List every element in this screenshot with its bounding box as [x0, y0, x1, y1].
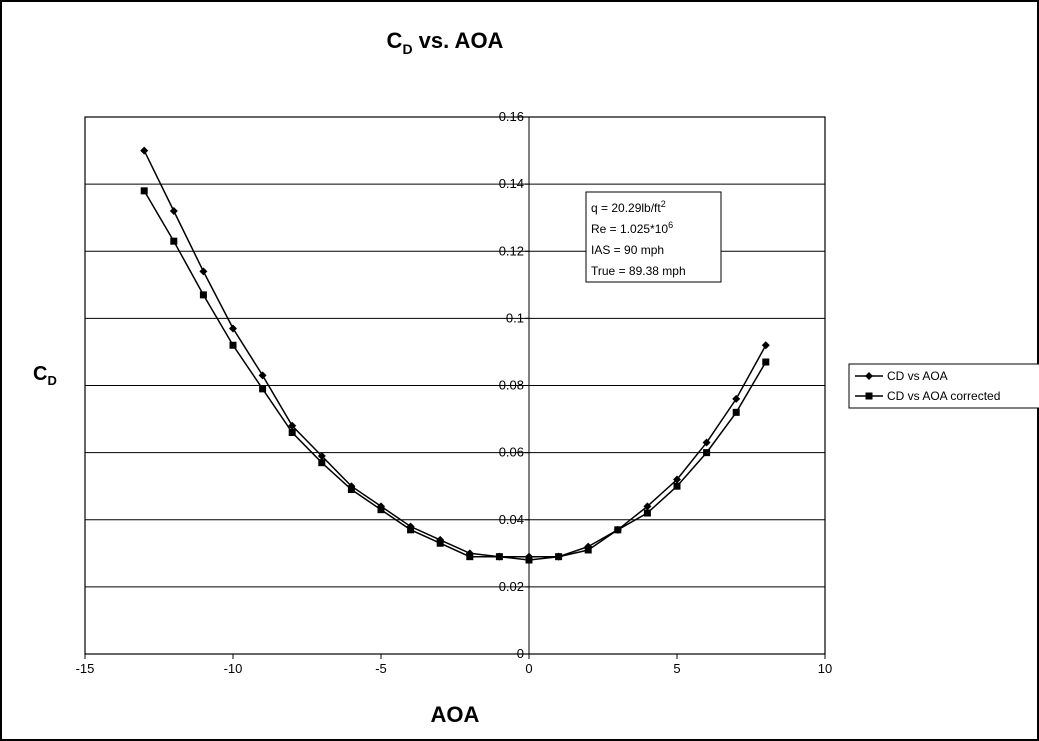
- data-point-square: [229, 341, 237, 349]
- data-point-diamond: [732, 394, 741, 403]
- info-line-ias-text: IAS = 90 mph: [591, 243, 664, 257]
- info-line-true: True = 89.38 mph: [591, 264, 686, 278]
- data-point-diamond: [140, 146, 149, 155]
- data-point-square: [555, 553, 563, 561]
- info-line-re-text: Re = 1.025*10: [591, 222, 668, 236]
- data-point-square: [140, 187, 148, 195]
- data-point-square: [377, 506, 385, 514]
- data-point-square: [495, 553, 503, 561]
- info-line-re: Re = 1.025*106: [591, 220, 673, 236]
- data-point-square: [584, 546, 592, 554]
- data-point-diamond: [258, 371, 267, 380]
- x-tick-label: -10: [224, 661, 243, 676]
- tick-labels: 0 0.02 0.04 0.06 0.08 0.1 0.12 0.14 0.16 -15 -10 -5…: [76, 109, 833, 676]
- y-tick-label: 0.04: [499, 512, 524, 527]
- x-tick-label: 10: [818, 661, 832, 676]
- data-point-square: [614, 526, 622, 534]
- y-tick-label: 0.06: [499, 445, 524, 460]
- y-tick-label: 0: [517, 646, 524, 661]
- info-line-q-text: q = 20.29lb/ft: [591, 201, 661, 215]
- data-point-diamond: [317, 451, 326, 460]
- data-point-square: [643, 509, 651, 517]
- data-point-diamond: [643, 502, 652, 511]
- legend-border: [848, 363, 1039, 409]
- legend-marker-square: [865, 392, 873, 400]
- data-point-square: [170, 237, 178, 245]
- chart-title-sub: D: [402, 41, 412, 57]
- legend-label-series-1: CD vs AOA: [887, 369, 948, 383]
- y-tick-label: 0.16: [499, 109, 524, 124]
- info-line-q: q = 20.29lb/ft2: [591, 199, 666, 215]
- chart-title-rest: vs. AOA: [413, 28, 504, 53]
- x-tick-label: -15: [76, 661, 95, 676]
- data-point-square: [673, 482, 681, 490]
- chart-title: CD vs. AOA: [387, 28, 504, 57]
- data-point-diamond: [702, 438, 711, 447]
- data-point-square: [732, 408, 740, 416]
- data-point-diamond: [229, 324, 237, 333]
- data-point-square: [318, 459, 326, 467]
- y-tick-label: 0.1: [506, 310, 524, 325]
- data-point-square: [288, 428, 296, 436]
- data-point-square: [347, 486, 355, 494]
- grid-lines: [85, 183, 825, 588]
- data-point-square: [407, 526, 415, 534]
- data-point-square: [703, 449, 711, 457]
- data-point-square: [259, 385, 267, 393]
- data-point-square: [525, 556, 533, 564]
- data-point-diamond: [169, 206, 178, 215]
- data-point-diamond: [288, 421, 297, 430]
- info-line-ias: IAS = 90 mph: [591, 243, 664, 257]
- x-tick-label: 0: [525, 661, 532, 676]
- data-point-diamond: [199, 267, 208, 276]
- series-line-2: [143, 190, 767, 561]
- data-point-square: [436, 539, 444, 547]
- series-layer: [140, 146, 770, 564]
- data-point-square: [762, 358, 770, 366]
- axes: [84, 116, 826, 659]
- series-line-1: [143, 150, 767, 558]
- y-tick-label: 0.08: [499, 378, 524, 393]
- y-tick-label: 0.14: [499, 176, 524, 191]
- y-tick-label: 0.02: [499, 579, 524, 594]
- legend: CD vs AOA CD vs AOA corrected: [848, 363, 1039, 409]
- info-box: q = 20.29lb/ft2 Re = 1.025*106 IAS = 90 …: [585, 191, 722, 283]
- data-point-square: [199, 291, 207, 299]
- info-line-re-sup: 6: [668, 220, 673, 230]
- info-box-border: [585, 191, 722, 283]
- legend-label-series-2: CD vs AOA corrected: [887, 389, 1000, 403]
- y-axis-label-sub: D: [47, 373, 56, 388]
- y-axis-label: CD: [33, 363, 57, 388]
- y-tick-label: 0.12: [499, 243, 524, 258]
- data-point-diamond: [673, 475, 681, 484]
- x-axis-label: AOA: [431, 702, 480, 727]
- x-tick-label: 5: [673, 661, 680, 676]
- info-line-true-text: True = 89.38 mph: [591, 264, 686, 278]
- info-line-q-sup: 2: [661, 199, 666, 209]
- chart-title-main: C: [387, 28, 403, 53]
- data-point-square: [466, 553, 474, 561]
- data-point-diamond: [761, 341, 770, 350]
- y-axis-label-main: C: [33, 363, 47, 385]
- legend-marker-diamond: [865, 372, 873, 380]
- x-tick-label: -5: [375, 661, 387, 676]
